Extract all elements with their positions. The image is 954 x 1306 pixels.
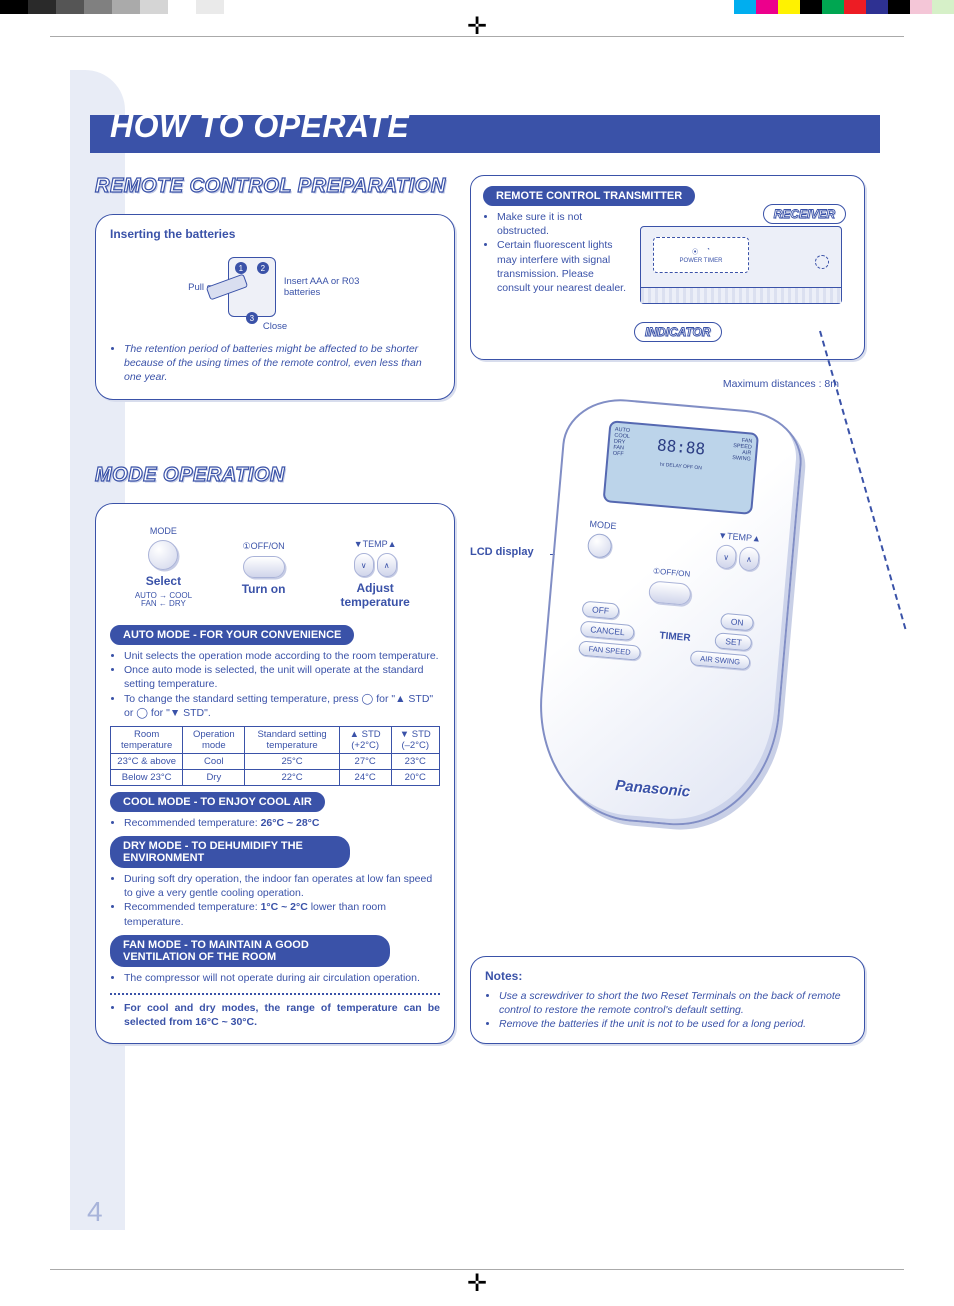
temperature-table: Room temperatureOperation modeStandard s… [110, 726, 440, 786]
remote-control-illustration: AUTOCOOLDRYFANOFF 88:88 FANSPEEDAIRSWING… [530, 394, 806, 833]
remote-offon-button [647, 580, 691, 606]
dry-mode-bullet-1: During soft dry operation, the indoor fa… [124, 872, 440, 900]
btn-label-temp: ▼TEMP▲ [354, 539, 397, 549]
remote-fanspeed-button: FAN SPEED [578, 640, 641, 660]
pill-cool-mode: COOL MODE - TO ENJOY COOL AIR [110, 792, 325, 812]
panel-mode-operation: MODE Select AUTO → COOLFAN ← DRY ①OFF/ON… [95, 503, 455, 1045]
pill-dry-mode: DRY MODE - TO DEHUMIDIFY THE ENVIRONMENT [110, 836, 350, 868]
remote-airswing-button: AIR SWING [689, 650, 750, 670]
notes-title: Notes: [485, 969, 850, 983]
page-number: 4 [87, 1196, 103, 1228]
page-content: HOW TO OPERATE 4 REMOTE CONTROL PREPARAT… [70, 70, 880, 1230]
cool-mode-bullet: Recommended temperature: 26°C ~ 28°C [124, 816, 440, 830]
dotted-divider [110, 993, 440, 995]
pill-transmitter: REMOTE CONTROL TRANSMITTER [483, 186, 695, 206]
receiver-diagram: RECEIVER ⦿◔ POWER TIMER INDICATOR [640, 210, 850, 320]
crosshair-icon-bottom [467, 1269, 487, 1298]
remote-set-button: SET [714, 632, 752, 651]
mode-button-icon [148, 540, 178, 570]
trim-line [50, 36, 904, 37]
section-heading-mode-op: MODE OPERATION [95, 464, 455, 487]
action-adjust: Adjust temperature [335, 581, 415, 609]
dry-mode-bullet-2: Recommended temperature: 1°C ~ 2°C lower… [124, 900, 440, 928]
pill-auto-mode: AUTO MODE - FOR YOUR CONVENIENCE [110, 625, 354, 645]
transmitter-bullets: Make sure it is not obstructed.Certain f… [483, 210, 628, 295]
battery-diagram: Pull out 1 2 3 Insert AAA or R03 batteri… [110, 247, 440, 327]
receiver-label: RECEIVER [763, 204, 846, 224]
page-title: HOW TO OPERATE [110, 108, 409, 145]
battery-note: The retention period of batteries might … [124, 342, 440, 385]
pill-fan-mode: FAN MODE - TO MAINTAIN A GOOD VENTILATIO… [110, 935, 390, 967]
panel-battery: Inserting the batteries Pull out 1 2 3 I… [95, 214, 455, 400]
battery-step-close: Close [110, 321, 440, 332]
remote-off-button: OFF [581, 601, 619, 620]
btn-label-offon: ①OFF/ON [243, 541, 285, 552]
offon-button-icon [243, 556, 285, 578]
remote-mode-button [586, 533, 612, 559]
action-turnon: Turn on [242, 582, 286, 596]
battery-step-insert: Insert AAA or R03 batteries [284, 276, 360, 298]
action-select: Select [146, 574, 181, 588]
panel-notes: Notes: Use a screwdriver to short the tw… [470, 956, 865, 1045]
remote-lcd: AUTOCOOLDRYFANOFF 88:88 FANSPEEDAIRSWING… [602, 420, 759, 515]
indicator-label: INDICATOR [634, 322, 722, 342]
section-heading-remote-prep: REMOTE CONTROL PREPARATION [95, 175, 455, 198]
lcd-display-label: LCD display [470, 546, 534, 558]
remote-on-button: ON [720, 613, 754, 632]
btn-label-mode: MODE [150, 526, 177, 536]
battery-subhead: Inserting the batteries [110, 227, 440, 241]
remote-cancel-button: CANCEL [579, 620, 635, 641]
fan-mode-bullet: The compressor will not operate during a… [124, 971, 440, 985]
panel-transmitter: REMOTE CONTROL TRANSMITTER Make sure it … [470, 175, 865, 360]
auto-mode-bullets: Unit selects the operation mode accordin… [110, 649, 440, 720]
max-distance-label: Maximum distances : 8m [470, 378, 839, 390]
mode-footer-note: For cool and dry modes, the range of tem… [124, 1001, 440, 1029]
